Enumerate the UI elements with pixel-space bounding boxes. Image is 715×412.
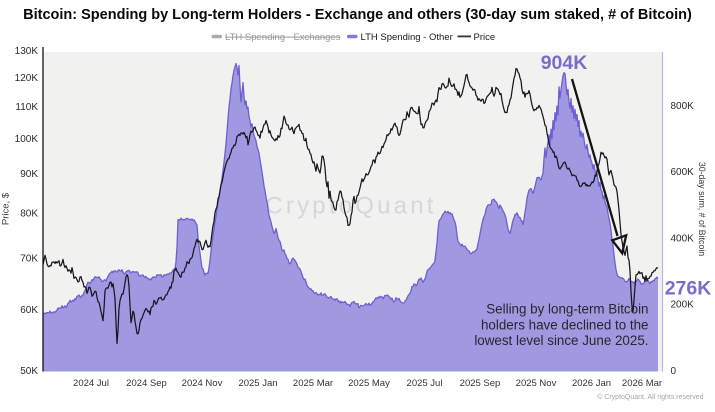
svg-text:LTH Spending - Other: LTH Spending - Other [361,32,453,43]
svg-text:Selling by long-term Bitcoin: Selling by long-term Bitcoin [486,302,648,317]
svg-text:400K: 400K [671,233,695,244]
svg-text:2025 Sep: 2025 Sep [460,378,501,389]
svg-text:120K: 120K [15,73,39,84]
svg-text:LTH Spending - Exchanges: LTH Spending - Exchanges [225,32,341,43]
svg-text:© CryptoQuant. All rights rese: © CryptoQuant. All rights reserved [597,393,703,401]
svg-text:2026 Jan: 2026 Jan [572,378,611,389]
svg-text:600K: 600K [671,167,695,178]
svg-text:2025 Nov: 2025 Nov [516,378,557,389]
svg-text:276K: 276K [665,278,712,300]
svg-text:50K: 50K [20,366,38,377]
svg-text:lowest level since June 2025.: lowest level since June 2025. [474,333,648,348]
svg-text:2026 Mar: 2026 Mar [622,378,662,389]
svg-text:2024 Sep: 2024 Sep [126,378,167,389]
svg-text:2025 Mar: 2025 Mar [293,378,333,389]
svg-text:904K: 904K [541,52,588,74]
svg-text:30-day sum, # of Bitcoin: 30-day sum, # of Bitcoin [697,162,707,256]
svg-text:2024 Jul: 2024 Jul [73,378,109,389]
svg-text:70K: 70K [20,253,38,264]
svg-text:100K: 100K [15,134,39,145]
svg-text:Price, $: Price, $ [1,192,12,225]
svg-text:0: 0 [671,366,677,377]
svg-text:110K: 110K [15,102,38,113]
svg-text:CryptoQuant: CryptoQuant [265,193,436,220]
svg-text:2025 Jul: 2025 Jul [407,378,443,389]
svg-text:2025 Jan: 2025 Jan [238,378,277,389]
svg-text:130K: 130K [15,46,39,57]
svg-text:2024 Nov: 2024 Nov [182,378,223,389]
svg-text:800K: 800K [671,101,695,112]
svg-text:Bitcoin: Spending by Long-term: Bitcoin: Spending by Long-term Holders -… [23,7,692,23]
svg-text:200K: 200K [671,300,695,311]
svg-text:holders have declined to the: holders have declined to the [481,317,649,332]
svg-text:2025 May: 2025 May [348,378,390,389]
svg-text:Price: Price [474,32,496,43]
svg-text:60K: 60K [20,305,38,316]
svg-text:90K: 90K [20,169,38,180]
svg-text:80K: 80K [20,209,38,220]
